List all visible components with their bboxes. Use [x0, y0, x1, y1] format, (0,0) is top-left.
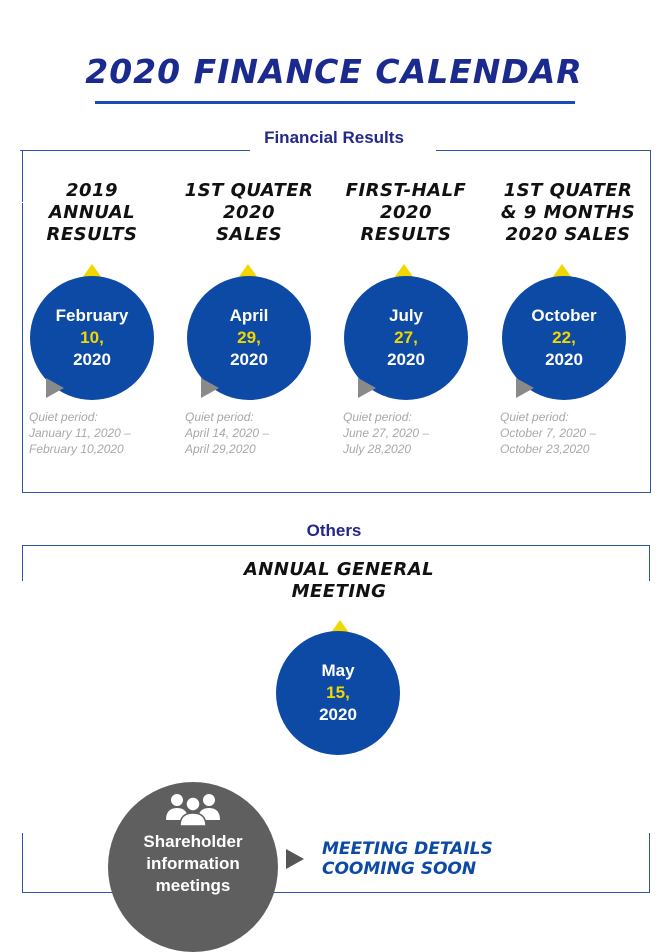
shareholder-label-line: information [146, 854, 240, 873]
event-title-line: 1ST QUATER [503, 180, 633, 201]
event-title-line: ANNUAL GENERAL [243, 559, 435, 580]
date-circle-may: May 15, 2020 [276, 631, 400, 755]
details-line: MEETING DETAILS [322, 839, 493, 859]
triangle-up-icon [82, 264, 102, 278]
event-title-line: & 9 MONTHS [500, 202, 636, 223]
quiet-line: February 10,2020 [29, 442, 124, 456]
triangle-right-icon [516, 378, 534, 398]
date-month: May [321, 661, 355, 680]
people-group-icon [166, 794, 220, 826]
event-title-line: 2020 [379, 202, 433, 223]
event-title-line: SALES [215, 224, 283, 245]
date-day: 29, [237, 328, 261, 347]
date-month: October [531, 306, 597, 325]
quiet-period-july: Quiet period: June 27, 2020 – July 28,20… [343, 409, 483, 457]
quiet-period-october: Quiet period: October 7, 2020 – October … [500, 409, 640, 457]
quiet-line: April 29,2020 [185, 442, 256, 456]
date-year: 2020 [230, 350, 268, 369]
arrow-right-icon [286, 849, 304, 869]
triangle-up-icon [394, 264, 414, 278]
date-month: February [55, 306, 129, 325]
event-title-line: RESULTS [360, 224, 452, 245]
event-title-first-half-results: FIRST-HALF 2020 RESULTS [332, 180, 480, 246]
triangle-right-icon [46, 378, 64, 398]
event-title-line: 1ST QUATER [184, 180, 314, 201]
shareholder-meetings-circle: Shareholder information meetings [108, 782, 278, 952]
event-title-line: FIRST-HALF [345, 180, 467, 201]
date-day: 27, [394, 328, 418, 347]
meeting-details-text: MEETING DETAILS COOMING SOON [322, 839, 493, 879]
date-month: April [229, 306, 269, 325]
quiet-line: Quiet period: [185, 410, 254, 424]
frame-top-right-line [436, 150, 650, 151]
section-label-others: Others [306, 521, 362, 540]
quiet-line: January 11, 2020 – [29, 426, 131, 440]
date-day: 10, [80, 328, 104, 347]
quiet-line: April 14, 2020 – [185, 426, 270, 440]
quiet-line: July 28,2020 [343, 442, 412, 456]
date-year: 2020 [387, 350, 425, 369]
frame-top-left-line [22, 150, 250, 151]
event-title-annual-results: 2019 ANNUAL RESULTS [22, 180, 162, 246]
page-title: 2020 FINANCE CALENDAR [85, 52, 583, 91]
title-underline [95, 101, 575, 104]
date-year: 2020 [319, 705, 357, 724]
event-title-line: RESULTS [46, 224, 138, 245]
quiet-line: October 23,2020 [500, 442, 590, 456]
date-year: 2020 [545, 350, 583, 369]
details-line: COOMING SOON [322, 859, 477, 879]
shareholder-meetings-label: Shareholder information meetings [108, 831, 278, 897]
quiet-line: Quiet period: [500, 410, 569, 424]
quiet-period-february: Quiet period: January 11, 2020 – Februar… [29, 409, 169, 457]
date-day: 22, [552, 328, 576, 347]
event-title-line: 2019 [65, 180, 119, 201]
event-title-line: ANNUAL [48, 202, 136, 223]
bottom-frame-right [649, 833, 650, 893]
date-day: 15, [326, 683, 350, 702]
triangle-right-icon [201, 378, 219, 398]
event-title-agm: ANNUAL GENERAL MEETING [0, 559, 668, 603]
bottom-frame-left [22, 833, 23, 893]
quiet-line: October 7, 2020 – [500, 426, 597, 440]
quiet-line: June 27, 2020 – [343, 426, 430, 440]
others-frame-right [649, 545, 650, 581]
shareholder-label-line: Shareholder [143, 832, 243, 851]
event-title-q1-9months-sales: 1ST QUATER & 9 MONTHS 2020 SALES [488, 180, 648, 246]
bottom-frame-bottom [22, 892, 650, 893]
quiet-line: Quiet period: [29, 410, 98, 424]
date-year: 2020 [73, 350, 111, 369]
event-title-line: 2020 SALES [505, 224, 631, 245]
triangle-up-icon [552, 264, 572, 278]
financial-results-frame [22, 150, 651, 493]
quiet-period-april: Quiet period: April 14, 2020 – April 29,… [185, 409, 325, 457]
triangle-right-icon [358, 378, 376, 398]
event-title-line: MEETING [291, 581, 387, 602]
section-label-financial-results: Financial Results [264, 128, 404, 147]
event-title-q1-sales: 1ST QUATER 2020 SALES [175, 180, 323, 246]
event-title-line: 2020 [222, 202, 276, 223]
triangle-up-icon [238, 264, 258, 278]
shareholder-label-line: meetings [155, 876, 231, 895]
quiet-line: Quiet period: [343, 410, 412, 424]
others-frame-left [22, 545, 23, 581]
triangle-up-icon [330, 620, 350, 634]
date-circle-april: April 29, 2020 [187, 276, 311, 400]
frame-edge-left [22, 150, 23, 202]
others-frame-top [22, 545, 650, 546]
date-month: July [388, 306, 424, 325]
